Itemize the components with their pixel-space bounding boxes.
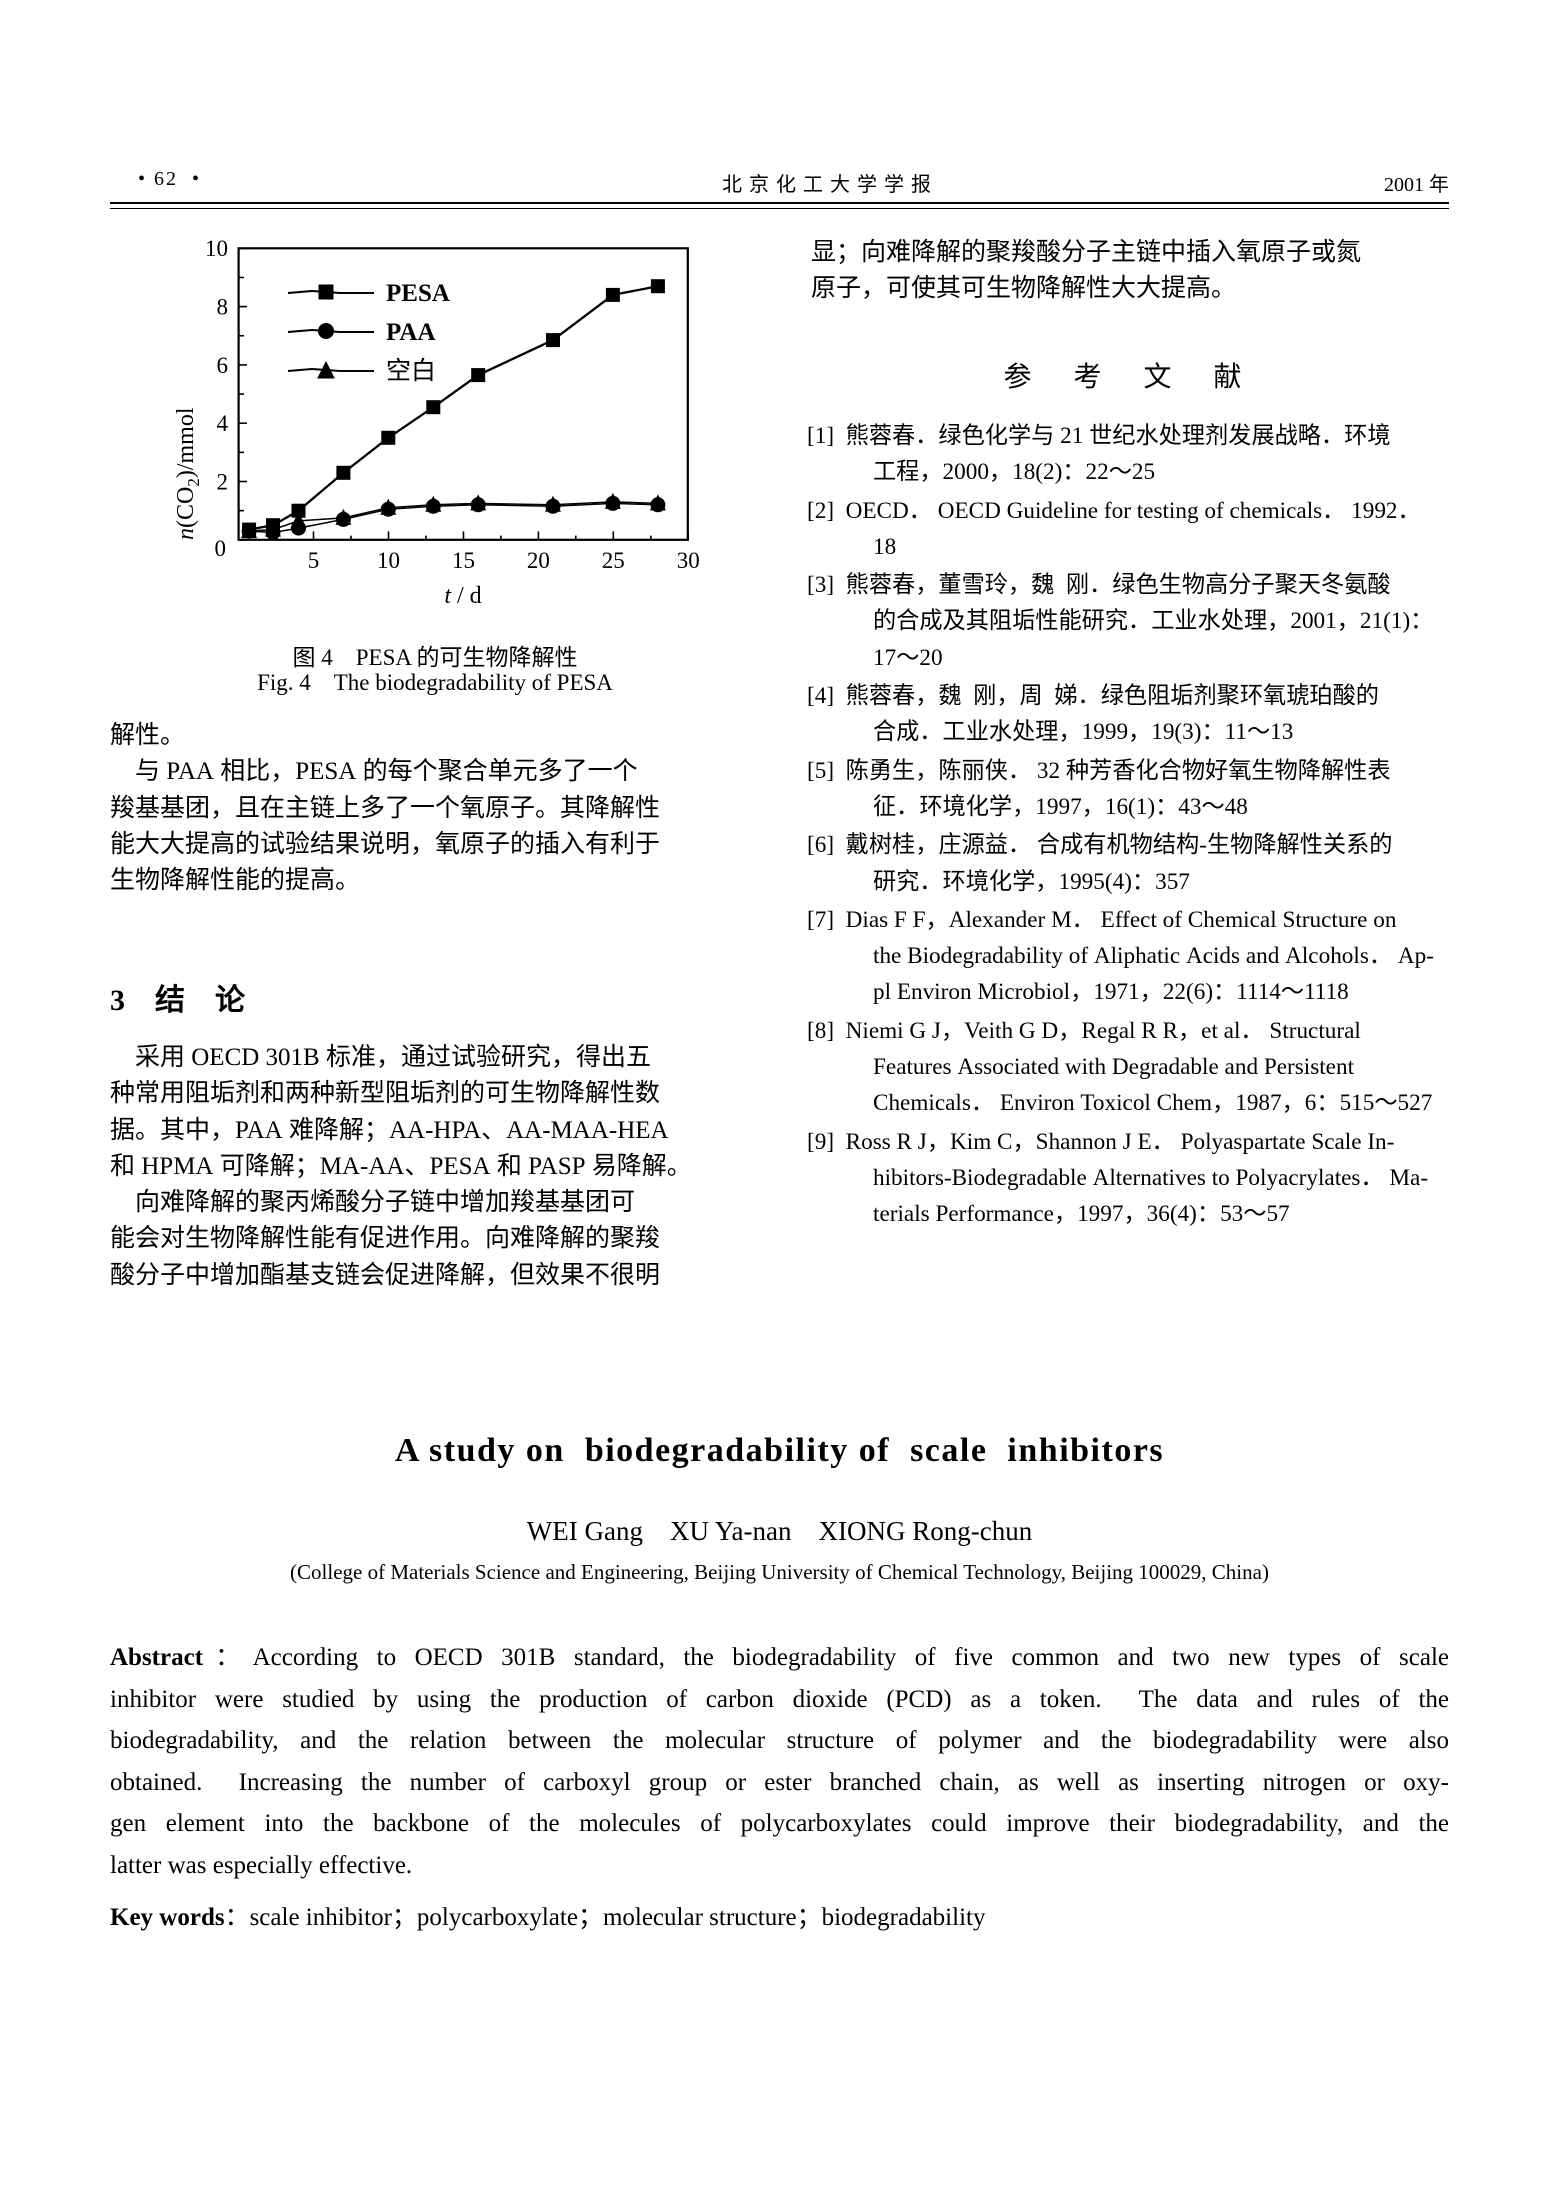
svg-text:30: 30 xyxy=(677,548,700,573)
svg-text:空白: 空白 xyxy=(386,357,436,385)
svg-text:10: 10 xyxy=(205,236,228,261)
svg-text:PAA: PAA xyxy=(386,319,436,346)
svg-text:20: 20 xyxy=(527,548,550,573)
svg-text:25: 25 xyxy=(602,548,625,573)
svg-text:t / d: t / d xyxy=(444,583,481,609)
svg-text:6: 6 xyxy=(217,353,229,378)
svg-text:5: 5 xyxy=(308,548,320,573)
svg-text:0: 0 xyxy=(215,536,227,561)
svg-text:8: 8 xyxy=(217,295,229,320)
svg-text:4: 4 xyxy=(217,411,229,436)
svg-text:10: 10 xyxy=(377,548,400,573)
svg-text:PESA: PESA xyxy=(386,280,450,307)
svg-text:15: 15 xyxy=(452,548,475,573)
svg-text:2: 2 xyxy=(217,469,229,494)
